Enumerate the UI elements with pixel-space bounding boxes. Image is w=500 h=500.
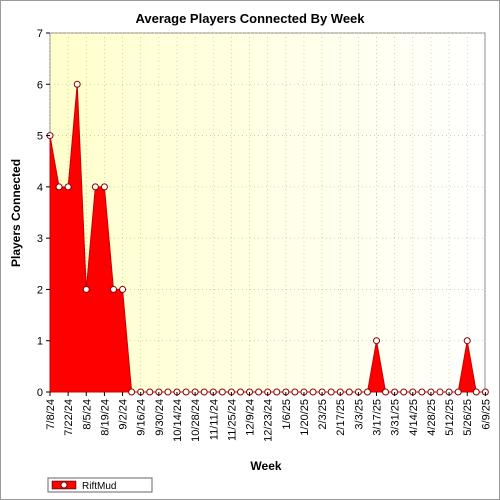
x-tick-label: 10/14/24	[172, 399, 184, 442]
data-point	[345, 388, 353, 396]
x-tick-label: 6/9/25	[480, 399, 492, 430]
y-axis-title: Players Connected	[9, 159, 23, 267]
data-point	[309, 388, 317, 396]
x-tick-label: 8/5/24	[81, 399, 93, 430]
x-tick-label: 7/22/24	[63, 399, 75, 436]
data-point	[73, 80, 81, 88]
x-tick-label: 12/9/24	[245, 399, 257, 436]
y-tick-label: 3	[37, 233, 43, 245]
x-tick-label: 9/16/24	[136, 399, 148, 436]
y-axis-ticks: 0 1 2 3 4 5 6 7	[37, 28, 50, 399]
x-tick-label: 9/2/24	[118, 399, 130, 430]
x-axis-ticks: 7/8/24 7/22/24 8/5/24 8/19/24 9/2/24 9/16/24 9…	[45, 392, 492, 442]
x-tick-label: 2/3/25	[317, 399, 329, 430]
x-tick-label: 3/17/25	[372, 399, 384, 436]
data-point	[436, 388, 444, 396]
data-point	[327, 388, 335, 396]
data-point	[400, 388, 408, 396]
data-point	[255, 388, 263, 396]
data-point	[182, 388, 190, 396]
x-axis-title: Week	[250, 459, 281, 473]
data-point	[218, 388, 226, 396]
x-tick-label: 1/6/25	[281, 399, 293, 430]
data-point	[373, 337, 381, 345]
series-markers	[46, 80, 489, 396]
x-tick-label: 12/23/24	[263, 399, 275, 442]
chart-title: Average Players Connected By Week	[135, 11, 365, 26]
x-tick-label: 11/11/24	[208, 399, 220, 440]
y-tick-label: 6	[37, 79, 43, 91]
x-tick-label: 10/28/24	[190, 399, 202, 442]
x-tick-label: 1/20/25	[299, 399, 311, 436]
data-point	[64, 183, 72, 191]
y-tick-label: 7	[37, 28, 43, 40]
data-point	[82, 285, 90, 293]
legend-entry: RiftMud	[82, 481, 116, 492]
x-tick-label: 4/28/25	[426, 399, 438, 436]
y-tick-label: 4	[37, 182, 43, 194]
legend-marker	[60, 481, 68, 489]
x-tick-label: 5/12/25	[444, 399, 456, 436]
y-tick-label: 5	[37, 131, 43, 143]
x-tick-label: 9/30/24	[154, 399, 166, 436]
data-point	[463, 337, 471, 345]
x-tick-label: 7/8/24	[45, 399, 57, 430]
x-tick-label: 3/31/25	[390, 399, 402, 436]
data-point	[418, 388, 426, 396]
data-point	[119, 285, 127, 293]
data-point	[109, 285, 117, 293]
y-tick-label: 1	[37, 336, 43, 348]
x-tick-label: 8/19/24	[99, 399, 111, 436]
data-point	[236, 388, 244, 396]
data-point	[472, 388, 480, 396]
data-point	[91, 183, 99, 191]
x-tick-label: 3/3/25	[353, 399, 365, 430]
x-tick-label: 2/17/25	[335, 399, 347, 436]
data-point	[146, 388, 154, 396]
data-point	[273, 388, 281, 396]
y-tick-label: 0	[37, 387, 43, 399]
data-point	[291, 388, 299, 396]
data-point	[200, 388, 208, 396]
data-point	[128, 388, 136, 396]
x-tick-label: 4/14/25	[408, 399, 420, 436]
data-point	[382, 388, 390, 396]
data-point	[164, 388, 172, 396]
data-point	[55, 183, 63, 191]
legend: RiftMud	[47, 477, 153, 493]
data-point	[454, 388, 462, 396]
y-tick-label: 2	[37, 284, 43, 296]
x-tick-label: 11/25/24	[226, 399, 238, 441]
data-point	[363, 388, 371, 396]
x-tick-label: 5/26/25	[462, 399, 474, 436]
data-point	[100, 183, 108, 191]
